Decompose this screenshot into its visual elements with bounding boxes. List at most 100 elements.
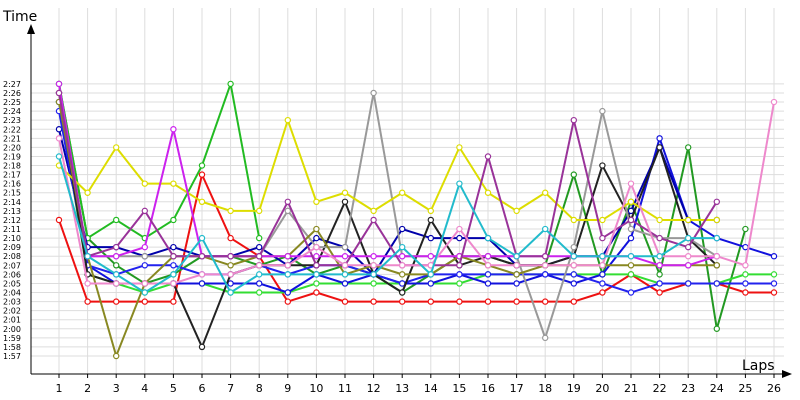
data-point <box>370 280 377 287</box>
data-point <box>198 171 206 178</box>
data-point <box>170 298 177 305</box>
data-point <box>313 198 320 206</box>
data-point <box>570 216 578 224</box>
data-point <box>599 107 606 115</box>
data-point <box>513 271 520 278</box>
data-point <box>484 280 492 287</box>
data-point <box>627 271 635 278</box>
data-point <box>656 289 663 296</box>
data-point <box>341 243 349 251</box>
data-point <box>742 225 749 233</box>
series-line <box>58 101 775 294</box>
data-point <box>570 271 578 278</box>
series-line <box>58 173 774 303</box>
data-point <box>341 262 349 269</box>
data-point <box>484 234 492 242</box>
x-tick-label: 7 <box>227 382 234 395</box>
data-point <box>112 298 120 305</box>
data-point <box>627 234 635 242</box>
data-point <box>427 271 434 278</box>
data-point <box>84 298 91 305</box>
data-point <box>55 89 63 97</box>
data-point <box>484 253 492 260</box>
data-point <box>770 98 778 106</box>
data-point <box>170 253 177 260</box>
data-point <box>570 262 578 269</box>
y-tick-label: 1:57 <box>3 352 21 361</box>
data-point <box>112 271 120 278</box>
series-line <box>58 92 718 267</box>
data-point <box>370 207 377 215</box>
x-tick-label: 5 <box>170 382 177 395</box>
y-tick-label: 2:02 <box>3 307 21 316</box>
data-point <box>141 207 148 215</box>
data-point <box>513 262 520 269</box>
data-point <box>256 234 263 242</box>
data-point <box>284 207 291 215</box>
data-point <box>713 234 721 242</box>
data-point <box>484 271 492 278</box>
data-point <box>170 180 177 187</box>
y-axis-arrow <box>27 24 35 34</box>
series-line <box>58 119 717 221</box>
data-point <box>227 80 234 88</box>
data-point <box>599 162 606 169</box>
data-point <box>685 253 692 260</box>
data-point <box>513 207 520 215</box>
data-point <box>341 280 349 287</box>
data-point <box>742 289 749 296</box>
data-point <box>484 189 492 196</box>
y-tick-label: 2:11 <box>3 225 21 234</box>
series-line <box>58 156 717 294</box>
data-point <box>599 289 606 296</box>
x-tick-label: 18 <box>538 382 552 395</box>
data-point <box>170 216 177 224</box>
data-point <box>685 216 692 224</box>
data-point <box>570 280 578 287</box>
data-point <box>112 144 120 151</box>
data-point <box>656 216 663 224</box>
data-point <box>685 144 692 151</box>
data-point <box>227 289 234 296</box>
data-point <box>112 253 120 260</box>
data-point <box>170 271 177 278</box>
data-point <box>227 207 234 215</box>
y-tick-label: 1:58 <box>3 343 21 352</box>
data-point <box>170 280 177 287</box>
data-point <box>456 262 463 269</box>
data-point <box>55 80 63 88</box>
y-tick-label: 2:16 <box>3 180 21 189</box>
data-point <box>227 262 234 269</box>
series-line <box>58 101 775 285</box>
data-point <box>55 126 63 133</box>
data-point <box>427 280 434 287</box>
data-point <box>713 262 721 269</box>
data-point <box>313 262 320 269</box>
data-point <box>513 253 520 260</box>
data-point <box>456 144 463 151</box>
data-point <box>570 253 578 260</box>
data-point <box>256 262 263 269</box>
data-point <box>313 289 320 296</box>
data-point <box>656 234 663 242</box>
data-point <box>599 234 606 242</box>
data-point <box>341 271 349 278</box>
data-point <box>427 234 434 242</box>
data-point <box>599 253 606 260</box>
y-tick-label: 2:27 <box>3 80 21 89</box>
data-point <box>227 234 234 242</box>
data-point <box>284 298 291 305</box>
data-point <box>542 225 549 233</box>
data-point <box>284 262 291 269</box>
data-point <box>55 216 63 224</box>
y-tick-label: 2:18 <box>3 162 21 171</box>
data-point <box>599 216 606 224</box>
data-point <box>484 262 492 269</box>
data-point <box>484 298 492 305</box>
y-tick-label: 2:17 <box>3 171 21 180</box>
y-tick-label: 2:03 <box>3 298 21 307</box>
data-point <box>112 216 120 224</box>
data-point <box>313 253 320 260</box>
grid <box>31 8 784 374</box>
